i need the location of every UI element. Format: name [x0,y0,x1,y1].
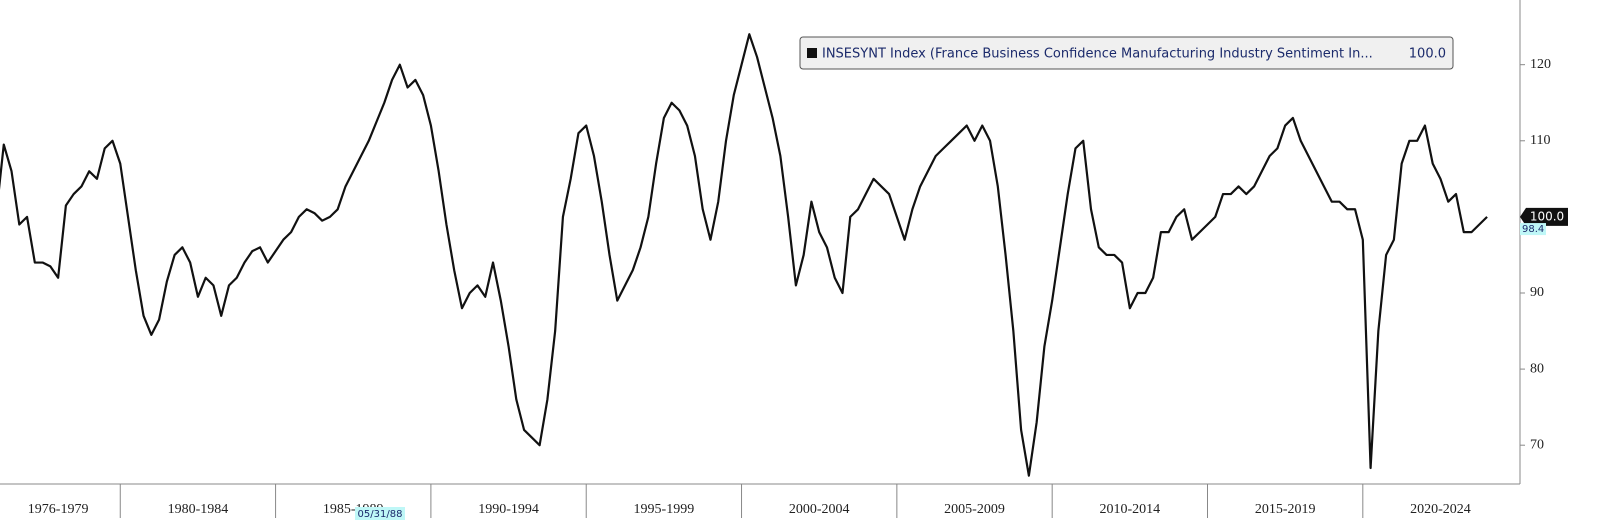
x-tick-label: 1976-1979 [28,502,89,517]
marker-tag [1520,223,1546,236]
legend-value: 100.0 [1409,47,1446,62]
x-tick-label: 2015-2019 [1255,502,1316,517]
x-tick-label: 1980-1984 [168,502,229,517]
y-tick-label: 80 [1530,361,1544,376]
y-tick-label: 90 [1530,285,1544,300]
legend-swatch [807,48,817,58]
legend-label: INSESYNT Index (France Business Confiden… [822,47,1373,62]
x-tick-label: 2005-2009 [944,502,1005,517]
marker-label: 98.4 [1522,224,1544,235]
cursor-date: 05/31/88 [358,509,403,520]
x-tick-label: 2000-2004 [789,502,850,517]
x-tick-label: 2010-2014 [1100,502,1161,517]
x-tick-label: 1990-1994 [478,502,539,517]
y-tick-label: 120 [1530,57,1551,72]
legend-box [799,36,1454,70]
x-tick-label: 2020-2024 [1410,502,1471,517]
y-tick-label: 70 [1530,437,1544,452]
last-value-label: 100.0 [1530,209,1564,223]
legend: INSESYNT Index (France Business Confiden… [799,36,1454,70]
last-value-tag [1520,207,1568,226]
y-tick-label: 110 [1530,133,1550,148]
cursor-date-box [355,507,405,520]
series-line [0,33,1488,477]
x-tick-label: 1995-1999 [634,502,695,517]
